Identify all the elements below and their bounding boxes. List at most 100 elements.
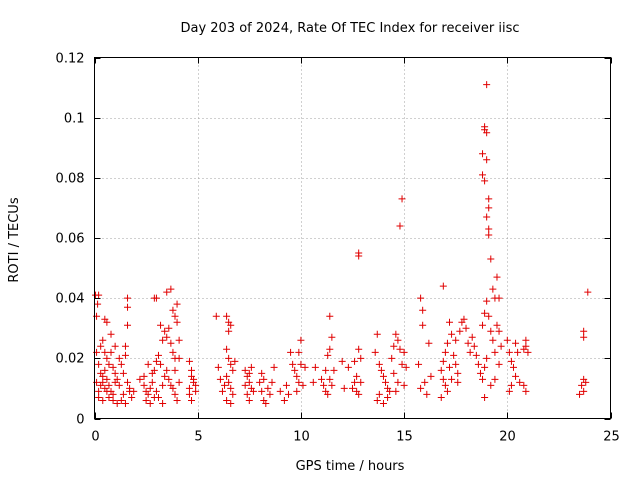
data-point bbox=[479, 375, 487, 383]
data-point bbox=[481, 177, 489, 185]
data-point bbox=[396, 345, 404, 353]
data-point bbox=[402, 363, 410, 371]
data-point bbox=[375, 360, 383, 368]
data-point bbox=[505, 387, 513, 395]
data-point bbox=[227, 384, 235, 392]
data-point bbox=[301, 363, 309, 371]
data-point bbox=[101, 366, 109, 374]
data-point bbox=[295, 378, 303, 386]
data-point bbox=[105, 381, 113, 389]
data-point bbox=[503, 336, 511, 344]
data-point bbox=[476, 369, 484, 377]
x-tick-label: 10 bbox=[293, 430, 310, 445]
data-point bbox=[487, 381, 495, 389]
data-point bbox=[373, 396, 381, 404]
data-point bbox=[159, 381, 167, 389]
data-point bbox=[289, 360, 297, 368]
data-point bbox=[157, 321, 165, 329]
data-point bbox=[398, 360, 406, 368]
data-point bbox=[427, 372, 435, 380]
data-point bbox=[142, 396, 150, 404]
data-point bbox=[487, 327, 495, 335]
data-point bbox=[379, 399, 387, 407]
data-point bbox=[522, 342, 530, 350]
data-point bbox=[154, 393, 162, 401]
data-point bbox=[188, 366, 196, 374]
data-point bbox=[121, 351, 129, 359]
data-point bbox=[522, 336, 530, 344]
data-point bbox=[113, 375, 121, 383]
data-point bbox=[446, 363, 454, 371]
x-tick-label: 25 bbox=[603, 430, 620, 445]
data-point bbox=[472, 351, 480, 359]
data-point bbox=[113, 399, 121, 407]
data-point bbox=[223, 372, 231, 380]
data-point bbox=[398, 195, 406, 203]
data-point bbox=[169, 348, 177, 356]
data-point bbox=[115, 381, 123, 389]
data-point bbox=[351, 357, 359, 365]
data-point bbox=[485, 231, 493, 239]
data-point bbox=[229, 390, 237, 398]
data-point bbox=[371, 348, 379, 356]
data-point bbox=[584, 288, 592, 296]
data-point bbox=[245, 396, 253, 404]
data-point bbox=[109, 396, 117, 404]
data-point bbox=[507, 357, 515, 365]
data-point bbox=[443, 339, 451, 347]
data-point bbox=[97, 381, 105, 389]
data-point bbox=[340, 384, 348, 392]
data-point bbox=[117, 396, 125, 404]
data-point bbox=[382, 378, 390, 386]
y-tick-label: 0.04 bbox=[56, 292, 85, 307]
data-point bbox=[326, 345, 334, 353]
data-point bbox=[241, 366, 249, 374]
data-point bbox=[497, 342, 505, 350]
data-point bbox=[103, 354, 111, 362]
data-point bbox=[439, 357, 447, 365]
data-point bbox=[505, 348, 513, 356]
data-point bbox=[188, 372, 196, 380]
data-point bbox=[419, 306, 427, 314]
data-point bbox=[454, 378, 462, 386]
data-point bbox=[491, 375, 499, 383]
data-point bbox=[245, 369, 253, 377]
data-point bbox=[264, 384, 272, 392]
data-point bbox=[479, 321, 487, 329]
x-tick-label: 15 bbox=[396, 430, 413, 445]
data-point bbox=[328, 381, 336, 389]
data-point bbox=[468, 333, 476, 341]
data-point bbox=[357, 378, 365, 386]
data-point bbox=[144, 390, 152, 398]
data-point bbox=[481, 393, 489, 401]
data-point bbox=[448, 330, 456, 338]
data-point bbox=[167, 339, 175, 347]
data-point bbox=[225, 354, 233, 362]
data-point bbox=[245, 378, 253, 386]
data-point bbox=[425, 339, 433, 347]
data-point bbox=[115, 354, 123, 362]
x-tick-label: 5 bbox=[194, 430, 202, 445]
data-point bbox=[124, 321, 132, 329]
data-point bbox=[326, 312, 334, 320]
data-point bbox=[580, 387, 588, 395]
data-point bbox=[97, 342, 105, 350]
data-point bbox=[355, 252, 363, 260]
data-point bbox=[163, 366, 171, 374]
data-point bbox=[446, 318, 454, 326]
data-point bbox=[388, 354, 396, 362]
data-point bbox=[421, 378, 429, 386]
x-axis-title: GPS time / hours bbox=[296, 459, 405, 474]
data-point bbox=[318, 375, 326, 383]
data-point bbox=[249, 387, 257, 395]
data-point bbox=[355, 390, 363, 398]
data-point bbox=[175, 336, 183, 344]
x-tick-label: 0 bbox=[91, 430, 99, 445]
data-point bbox=[258, 387, 266, 395]
data-point bbox=[489, 285, 497, 293]
data-point bbox=[192, 387, 200, 395]
data-point bbox=[161, 327, 169, 335]
data-point bbox=[415, 360, 423, 368]
data-point bbox=[163, 288, 171, 296]
